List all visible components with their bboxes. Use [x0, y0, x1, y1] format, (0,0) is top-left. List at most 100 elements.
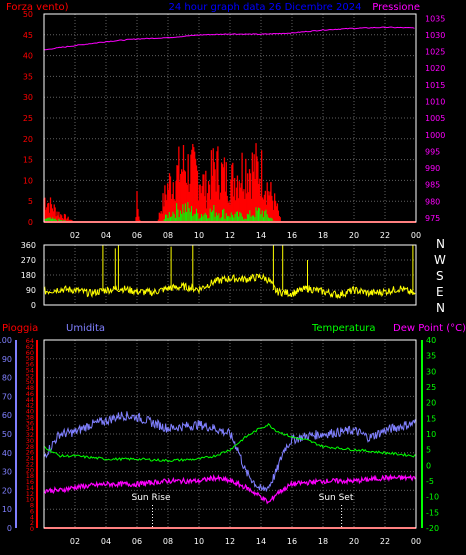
humidity-tick-label: 80	[2, 374, 12, 383]
compass-s: S	[436, 269, 444, 283]
humidity-tick-label: 50	[2, 430, 12, 439]
rain-tick-label: 6	[30, 507, 34, 515]
rain-tick-label: 0	[30, 525, 34, 533]
rain-tick-label: 64	[26, 337, 34, 345]
rain-tick-label: 48	[26, 384, 34, 392]
hour-tick-label: 16	[287, 537, 297, 546]
hour-tick-label: 08	[163, 231, 173, 240]
wind-tick-label: 25	[23, 114, 33, 123]
hour-tick-label: 02	[70, 231, 80, 240]
hour-tick-label: 00	[411, 231, 421, 240]
rain-tick-label: 36	[26, 419, 34, 427]
rain-tick-label: 24	[26, 455, 34, 463]
rain-tick-label: 16	[26, 478, 34, 486]
pressure-tick-label: 1010	[425, 98, 445, 107]
pressure-tick-label: 1015	[425, 81, 445, 90]
humidity-tick-label: 10	[2, 505, 12, 514]
hour-tick-label: 04	[101, 231, 111, 240]
hour-tick-label: 12	[225, 231, 235, 240]
rain-tick-label: 14	[26, 484, 34, 492]
rain-tick-label: 44	[26, 396, 34, 404]
rain-tick-label: 2	[30, 519, 34, 527]
temperature-axis-title: Temperatura	[311, 323, 376, 334]
rain-tick-label: 60	[26, 349, 34, 357]
humidity-tick-label: 40	[2, 449, 12, 458]
direction-line	[43, 272, 416, 300]
temperature-tick-label: 5	[426, 446, 431, 455]
wind-pressure-panel: 0510152025303540455097598098599099510001…	[23, 10, 446, 240]
dewpoint-axis-title: Dew Point (°C)	[393, 323, 466, 334]
humidity-line	[43, 411, 416, 492]
pressure-tick-label: 985	[425, 181, 440, 190]
hour-tick-label: 22	[380, 537, 390, 546]
rain-tick-label: 40	[26, 408, 34, 416]
rain-tick-label: 12	[26, 490, 34, 498]
hour-tick-label: 22	[380, 231, 390, 240]
rain-tick-label: 22	[26, 460, 34, 468]
temperature-tick-label: 20	[426, 399, 436, 408]
direction-tick-label: 90	[26, 286, 36, 295]
rain-tick-label: 56	[26, 361, 34, 369]
compass-w: W	[434, 253, 446, 267]
temperature-line	[43, 423, 417, 463]
rain-tick-label: 52	[26, 372, 34, 380]
rain-tick-label: 38	[26, 413, 34, 421]
hour-tick-label: 06	[132, 537, 142, 546]
rain-axis-title: Pioggia	[2, 323, 38, 334]
hour-tick-label: 02	[70, 537, 80, 546]
direction-tick-label: 180	[21, 271, 36, 280]
hour-tick-label: 08	[163, 537, 173, 546]
rain-tick-label: 26	[26, 449, 34, 457]
wind-tick-label: 10	[23, 176, 33, 185]
pressure-line	[44, 26, 415, 51]
hour-tick-label: 18	[318, 231, 328, 240]
top-frame	[43, 13, 417, 223]
humidity-temperature-panel: 0102030405060708090100024681012141618202…	[0, 336, 439, 546]
compass-n-top: N	[436, 237, 445, 251]
wind-tick-label: 45	[23, 31, 33, 40]
rain-tick-label: 42	[26, 402, 34, 410]
pressure-tick-label: 990	[425, 164, 440, 173]
pressure-tick-label: 1005	[425, 114, 445, 123]
rain-tick-label: 58	[26, 355, 34, 363]
pressure-tick-label: 1035	[425, 14, 445, 23]
wind-tick-label: 15	[23, 156, 33, 165]
wind-tick-label: 35	[23, 72, 33, 81]
temperature-tick-label: 10	[426, 430, 436, 439]
hour-tick-label: 20	[349, 537, 359, 546]
rain-tick-label: 20	[26, 466, 34, 474]
rain-tick-label: 50	[26, 378, 34, 386]
compass-n-bottom: N	[436, 301, 445, 315]
temperature-tick-label: 0	[426, 461, 431, 470]
bot-frame	[43, 339, 417, 529]
pressure-tick-label: 1020	[425, 64, 445, 73]
hour-tick-label: 10	[194, 537, 204, 546]
hour-tick-label: 04	[101, 537, 111, 546]
temperature-tick-label: 25	[426, 383, 436, 392]
humidity-tick-label: 60	[2, 411, 12, 420]
rain-tick-label: 4	[30, 513, 34, 521]
temperature-tick-label: -10	[426, 493, 439, 502]
rain-tick-label: 34	[26, 425, 34, 433]
humidity-axis-title: Umidita	[66, 323, 105, 334]
wind-direction-panel: 0 90 180 270 360	[21, 241, 417, 310]
rain-tick-label: 54	[26, 366, 34, 374]
hour-tick-label: 14	[256, 231, 266, 240]
humidity-tick-label: 0	[7, 524, 12, 533]
rain-tick-label: 46	[26, 390, 34, 398]
hour-tick-label: 10	[194, 231, 204, 240]
humidity-tick-label: 70	[2, 392, 12, 401]
wind-tick-label: 40	[23, 52, 33, 61]
rain-tick-label: 62	[26, 343, 34, 351]
temperature-tick-label: -15	[426, 508, 439, 517]
wind-tick-label: 50	[23, 10, 33, 19]
pressure-tick-label: 1025	[425, 48, 445, 57]
hour-tick-label: 12	[225, 537, 235, 546]
wind-tick-label: 30	[23, 93, 33, 102]
humidity-tick-label: 20	[2, 486, 12, 495]
compass-e: E	[436, 285, 444, 299]
pressure-tick-label: 1000	[425, 131, 445, 140]
sun-set-label: Sun Set	[319, 493, 354, 503]
mid-frame	[43, 244, 417, 306]
chart-title: 24 hour graph data 26 Dicembre 2024	[169, 2, 362, 13]
